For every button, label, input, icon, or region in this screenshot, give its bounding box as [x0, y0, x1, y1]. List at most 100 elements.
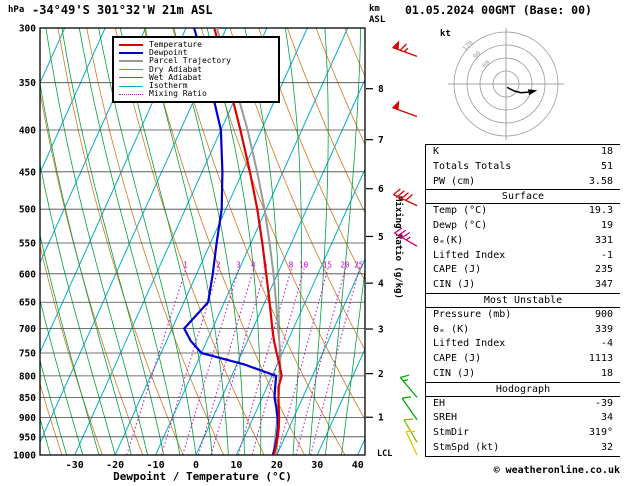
wind-barb — [393, 188, 418, 207]
km-axis-asl-label: ASL — [369, 15, 386, 25]
table-row: θₑ (K) 339 — [426, 323, 620, 338]
temperature-tick-label: 30 — [311, 460, 323, 471]
mixing-ratio-line — [295, 267, 347, 455]
pressure-tick-label: 950 — [19, 432, 36, 443]
pressure-tick-label: 650 — [19, 298, 36, 309]
hodograph-ring — [466, 44, 546, 124]
pressure-tick-label: 300 — [19, 24, 36, 35]
pressure-tick-label: 400 — [19, 126, 36, 137]
table-row-label: Totals Totals — [433, 160, 512, 172]
table-row-value: 339 — [594, 323, 613, 335]
table-row-value: 34 — [600, 412, 613, 424]
mixing-ratio-line — [251, 267, 305, 455]
pressure-tick-label: 900 — [19, 413, 36, 424]
table-section-header: Most Unstable — [426, 292, 620, 308]
datetime-label: 01.05.2024 00GMT (Base: 00) — [405, 3, 592, 17]
table-row-value: 331 — [594, 234, 613, 246]
pressure-tick-label: 550 — [19, 238, 36, 249]
temperature-tick-label: 40 — [352, 460, 364, 471]
pressure-tick-label: 850 — [19, 393, 36, 404]
legend-item: Dry Adiabat — [119, 65, 273, 74]
table-row-label: CAPE (J) — [433, 264, 482, 276]
table-row-value: 18 — [600, 146, 613, 157]
isotherm-line — [235, 168, 365, 455]
table-row-label: StmSpd (kt) — [433, 441, 500, 453]
legend-item-label: Temperature — [149, 40, 202, 50]
hodograph-ring — [479, 57, 533, 111]
table-row-value: 3.58 — [588, 175, 613, 187]
temperature-tick-label: 20 — [271, 460, 283, 471]
hodograph-ring-label: 120 — [461, 39, 475, 53]
table-row: SREH 34 — [426, 411, 620, 426]
table-row: θₑ(K) 331 — [426, 234, 620, 249]
legend-item: Isotherm — [119, 82, 273, 90]
legend-item: Dewpoint — [119, 49, 273, 57]
mixing-ratio-line — [198, 267, 255, 455]
km-tick-label: 6 — [378, 184, 384, 195]
wet-adiabat-line — [40, 359, 67, 455]
hodograph-trace-arrowhead — [527, 89, 538, 96]
table-row-value: 1113 — [588, 353, 613, 365]
mixing-ratio-line — [238, 267, 293, 455]
pressure-tick-label: 500 — [19, 205, 36, 216]
mixing-ratio-value-label: 2 — [216, 260, 221, 269]
legend-item-label: Isotherm — [149, 81, 188, 91]
mixing-ratio-line — [160, 267, 220, 455]
temperature-tick-label: -30 — [66, 460, 84, 471]
hodograph-ring — [453, 31, 559, 137]
legend-item-label: Dewpoint — [149, 48, 188, 58]
mixing-ratio-value-label: 15 — [323, 260, 332, 269]
table-row: Temp (°C) 19.3 — [426, 204, 620, 219]
mixing-ratio-value-label: 1 — [183, 260, 188, 269]
wind-barb — [399, 374, 418, 398]
wet-adiabat-line — [0, 28, 2, 455]
pressure-tick-label: 1000 — [13, 451, 36, 462]
table-row: Dewp (°C) 19 — [426, 219, 620, 234]
copyright: © weatheronline.co.uk — [493, 465, 620, 476]
table-row: Pressure (mb) 900 — [426, 308, 620, 323]
table-row-value: -4 — [600, 338, 613, 350]
wet-adiabat-line — [0, 28, 18, 455]
table-row-label: PW (cm) — [433, 175, 476, 187]
km-tick-label: 2 — [378, 369, 384, 380]
wind-barb — [392, 100, 418, 118]
pressure-tick-label: 700 — [19, 324, 36, 335]
dry-adiabat-line — [40, 382, 63, 455]
plot-frame — [39, 27, 366, 456]
legend-line-swatch — [119, 77, 143, 79]
mixing-ratio-line — [182, 267, 240, 455]
km-tick-label: 1 — [378, 413, 384, 424]
legend-item: Parcel Trajectory — [119, 57, 273, 65]
hodograph-ring — [492, 70, 520, 98]
km-axis-unit-label: km — [369, 4, 380, 14]
legend-line-swatch — [119, 52, 143, 55]
sounding-curves — [183, 28, 283, 455]
table-row-value: 19.3 — [588, 205, 613, 217]
table-row: CAPE (J) 235 — [426, 263, 620, 278]
table-row: CAPE (J) 1113 — [426, 352, 620, 367]
isotherm-line — [276, 257, 365, 455]
wind-barb — [403, 418, 418, 443]
legend-line-swatch — [119, 60, 143, 63]
pressure-tick-label: 800 — [19, 371, 36, 382]
legend-line-swatch — [119, 69, 143, 71]
table-row: Lifted Index -1 — [426, 249, 620, 264]
km-tick-label: 3 — [378, 325, 384, 336]
temperature-tick-label: 10 — [230, 460, 242, 471]
mixing-ratio-line — [210, 267, 267, 455]
table-row: PW (cm) 3.58 — [426, 175, 620, 190]
table-row-value: 319° — [588, 427, 613, 439]
legend: Temperature Dewpoint Parcel Trajectory Dry … — [112, 36, 280, 104]
km-tick-label: 4 — [378, 279, 384, 290]
lcl-label: LCL — [377, 449, 392, 459]
table-section-header: Hodograph — [426, 381, 620, 397]
table-row-value: 347 — [594, 279, 613, 291]
table-row-label: Pressure (mb) — [433, 308, 512, 320]
isotherm-line — [316, 347, 365, 455]
temperature-tick-label: -20 — [106, 460, 124, 471]
mixing-ratio-value-label: 25 — [354, 260, 363, 269]
wet-adiabat-line — [325, 28, 362, 455]
hodograph-ring-label: 90 — [471, 49, 482, 60]
